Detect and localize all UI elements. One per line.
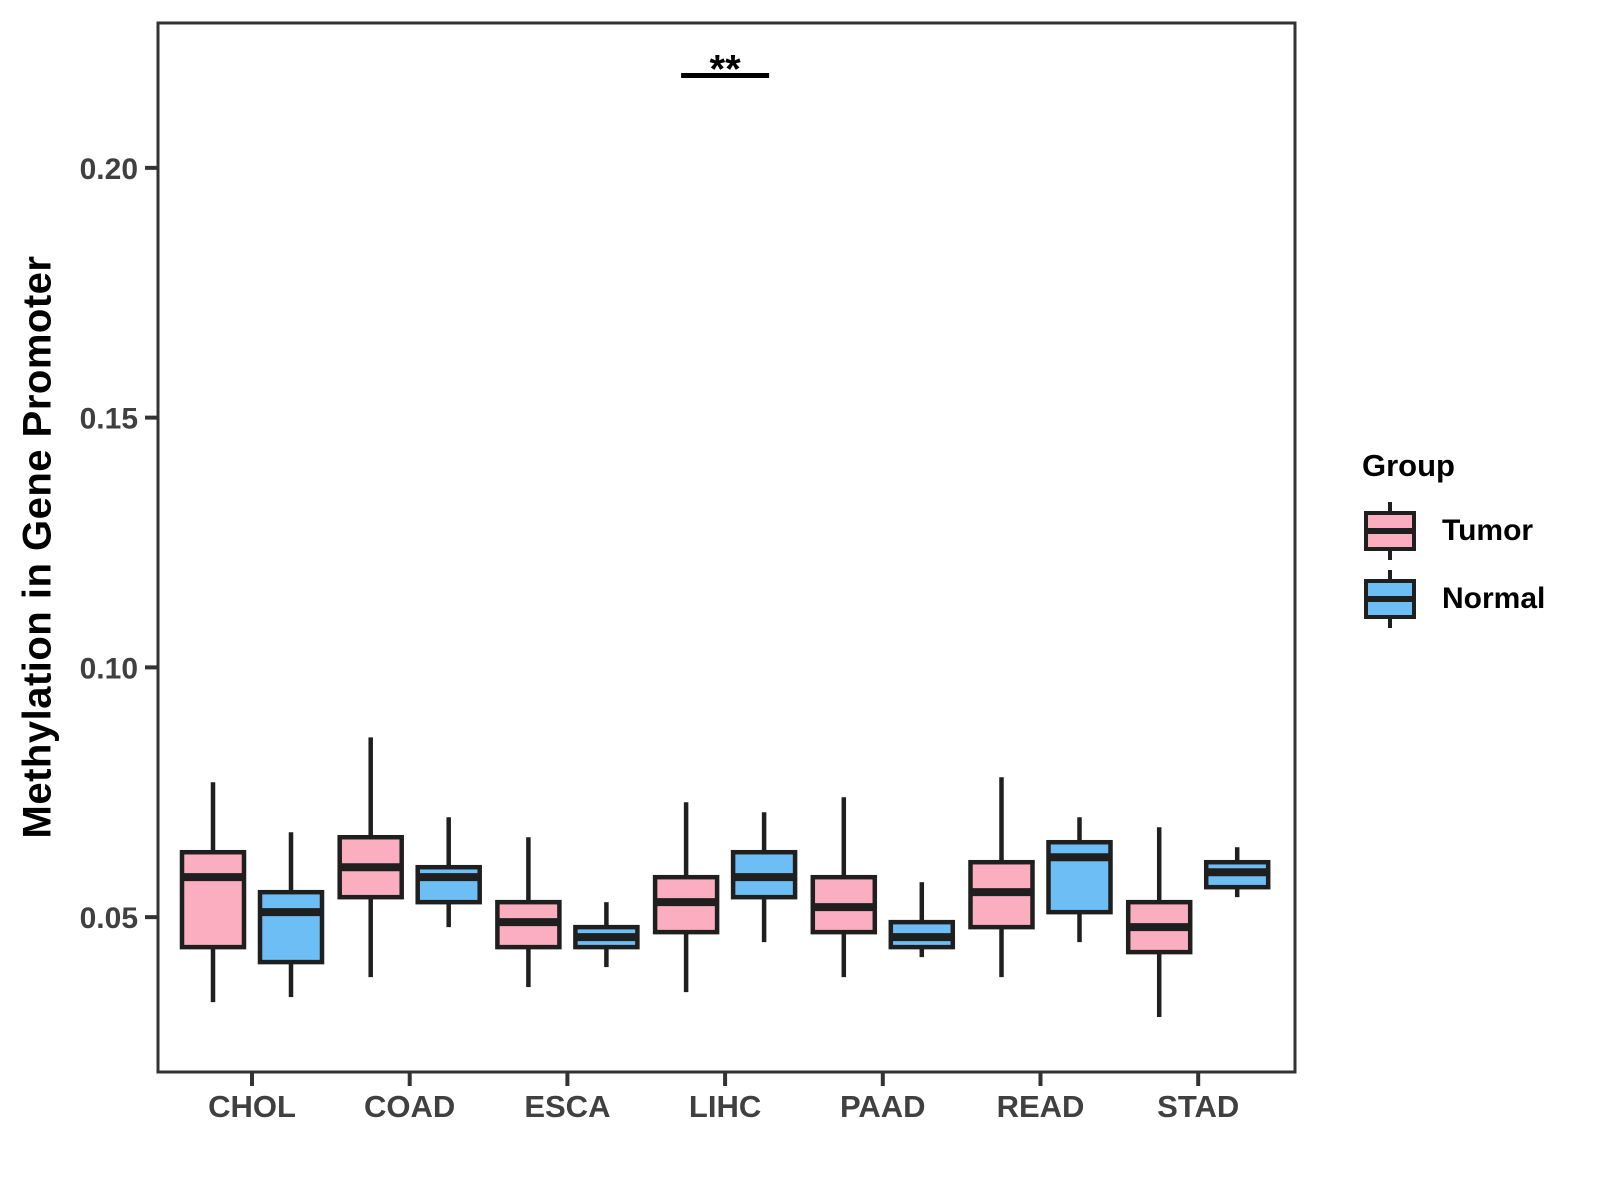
x-tick-label-CHOL: CHOL bbox=[208, 1089, 296, 1124]
box-Normal-CHOL bbox=[257, 889, 325, 965]
y-tick-label-0.15: 0.15 bbox=[80, 403, 138, 436]
plot-panel bbox=[158, 23, 1295, 1072]
x-tick-label-COAD: COAD bbox=[364, 1089, 455, 1124]
box-Normal-READ bbox=[1046, 839, 1113, 915]
legend-item-tumor: Tumor bbox=[1362, 500, 1545, 562]
significance-label-LIHC: ** bbox=[710, 47, 742, 91]
y-axis-title: Methylation in Gene Promoter bbox=[15, 255, 60, 839]
y-tick-label-0.05: 0.05 bbox=[80, 902, 138, 935]
x-tick-label-STAD: STAD bbox=[1157, 1089, 1239, 1124]
x-tick-label-PAAD: PAAD bbox=[840, 1089, 926, 1124]
legend-title: Group bbox=[1362, 448, 1455, 483]
boxplot-key-icon-normal bbox=[1364, 570, 1416, 628]
y-tick-label-0.10: 0.10 bbox=[80, 652, 138, 685]
legend-item-normal: Normal bbox=[1362, 568, 1545, 630]
box-Tumor-CHOL bbox=[179, 849, 247, 950]
legend-label-tumor: Tumor bbox=[1442, 514, 1534, 547]
box-Normal-COAD bbox=[415, 864, 482, 905]
legend: Group Tumor Normal bbox=[1362, 448, 1545, 636]
x-tick-label-READ: READ bbox=[997, 1089, 1085, 1124]
x-tick-label-LIHC: LIHC bbox=[689, 1089, 761, 1124]
x-tick-label-ESCA: ESCA bbox=[524, 1089, 610, 1124]
legend-label-normal: Normal bbox=[1442, 582, 1546, 615]
y-tick-label-0.20: 0.20 bbox=[80, 153, 138, 186]
boxplot-key-icon-tumor bbox=[1364, 502, 1416, 560]
